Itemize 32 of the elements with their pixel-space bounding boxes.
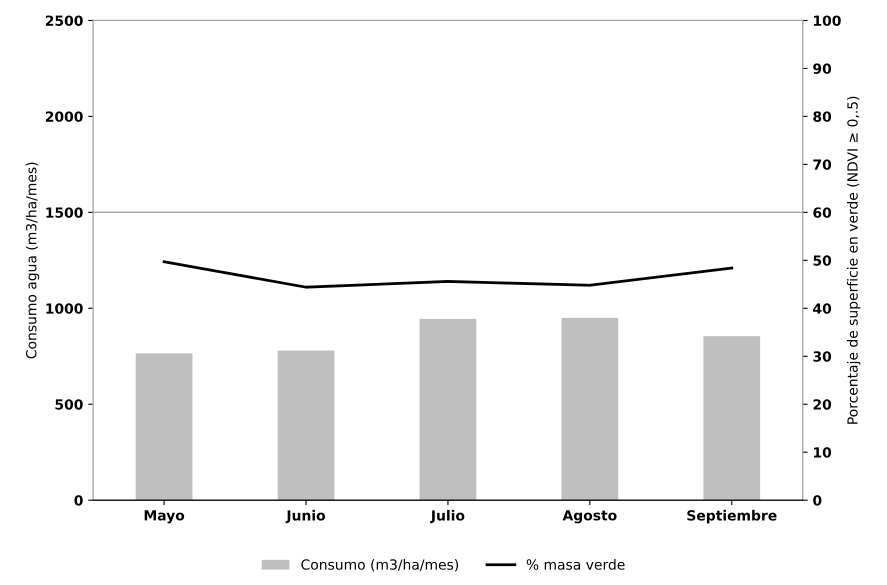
y2-tick-label: 50 — [814, 255, 832, 266]
y2-tick-label: 40 — [813, 303, 832, 314]
y-tick-label: 500 — [55, 399, 83, 410]
y2-tick-label: 60 — [813, 207, 832, 218]
y2-tick-label: 80 — [813, 111, 832, 122]
y2-tick-label: 30 — [813, 351, 832, 362]
x-tick-label: Junio — [286, 510, 326, 524]
y2-tick-label: 100 — [814, 15, 841, 26]
bar — [420, 318, 476, 500]
y2-tick-label: 90 — [813, 63, 832, 74]
x-tick-label: Agosto — [562, 510, 617, 524]
y2-tick-label: 70 — [813, 159, 832, 170]
y-tick-label: 1000 — [46, 303, 83, 314]
bar — [278, 350, 334, 500]
y2-tick-label: 20 — [814, 399, 832, 410]
y-axis-title: Consumo agua (m3/ha/mes) — [26, 162, 40, 358]
y-tick-label: 1500 — [46, 207, 83, 218]
legend-label: % masa verde — [526, 559, 625, 570]
y2-tick-label: 0 — [813, 495, 822, 506]
bar — [561, 318, 618, 500]
y2-tick-label: 10 — [814, 447, 832, 458]
legend-label: Consumo (m3/ha/mes) — [301, 559, 458, 572]
bar — [136, 353, 192, 500]
y-tick-label: 2500 — [46, 15, 83, 26]
x-tick-label: Julio — [430, 510, 464, 524]
bar — [703, 336, 760, 500]
y2-axis-title: Porcentaje de superficie en verde (NDVI ≥ 0,.5) — [847, 96, 860, 424]
y-tick-label: 0 — [74, 495, 83, 506]
x-tick-label: Mayo — [144, 510, 184, 524]
x-tick-label: Septiembre — [687, 510, 777, 524]
y-tick-label: 2000 — [46, 111, 83, 122]
line-series — [162, 260, 734, 289]
